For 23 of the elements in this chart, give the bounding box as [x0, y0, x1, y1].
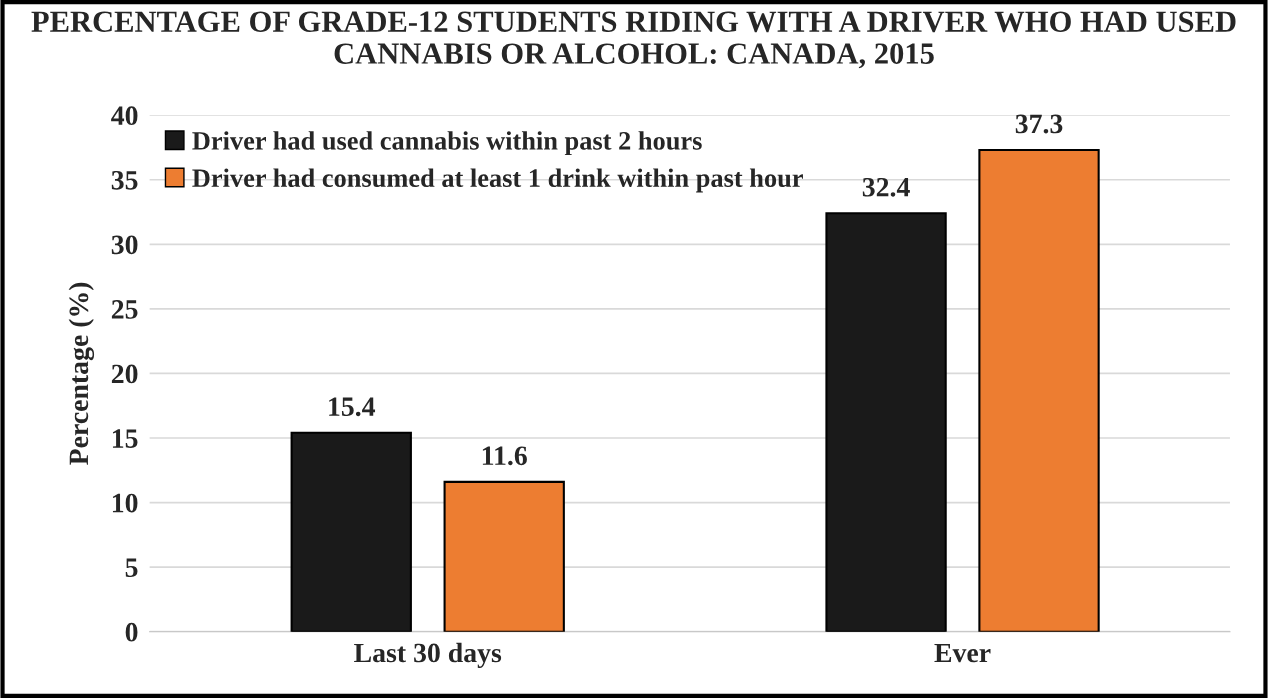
- bar: [825, 212, 947, 632]
- y-axis-title: Percentage (%): [68, 282, 95, 465]
- data-label: 37.3: [1015, 114, 1063, 134]
- x-tick-label: Last 30 days: [354, 642, 502, 669]
- data-label: 32.4: [862, 177, 910, 197]
- chart-title: PERCENTAGE OF GRADE-12 STUDENTS RIDING WITH A DRIVER WHO HAD USED CANNABIS OR ALCOHOL: CANADA, 2015: [31, 11, 1236, 69]
- bar: [443, 480, 565, 632]
- y-tick-label: 25: [111, 300, 138, 319]
- y-tick-label: 5: [125, 558, 138, 578]
- data-label: 15.4: [329, 397, 376, 417]
- legend-label: Driver had used cannabis within past 2 hours: [192, 131, 702, 156]
- y-tick-label: 35: [111, 170, 138, 190]
- y-tick-label: 30: [111, 235, 138, 255]
- legend-label: Driver had consumed at least 1 drink within past hour: [192, 168, 803, 193]
- y-tick-label: 15: [112, 429, 138, 448]
- y-tick-label: 40: [111, 106, 138, 126]
- data-label: 11.6: [482, 446, 527, 466]
- y-tick-label: 0: [125, 622, 138, 642]
- x-tick-label: Ever: [934, 643, 991, 663]
- y-tick-label: 20: [111, 364, 138, 384]
- bar: [290, 431, 412, 632]
- bar: [978, 149, 1100, 632]
- y-tick-label: 10: [112, 493, 138, 513]
